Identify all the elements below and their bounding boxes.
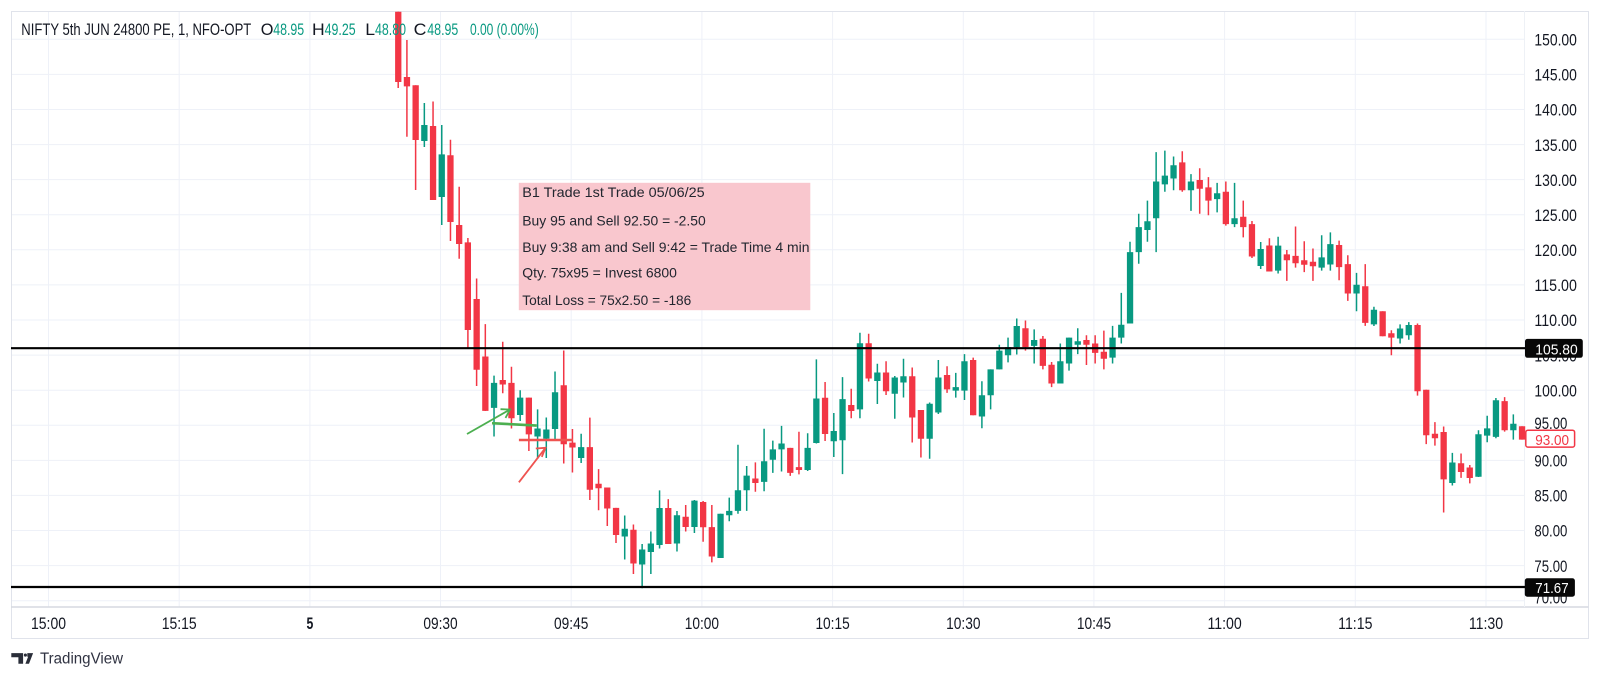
svg-text:48.95: 48.95	[273, 20, 304, 39]
svg-text:B1 Trade 1st Trade 05/06/25: B1 Trade 1st Trade 05/06/25	[522, 185, 704, 200]
svg-text:09:45: 09:45	[554, 614, 588, 633]
svg-text:0.00 (0.00%): 0.00 (0.00%)	[470, 20, 539, 39]
svg-text:Buy 95 and Sell 92.50 = -2.50: Buy 95 and Sell 92.50 = -2.50	[522, 213, 706, 228]
svg-text:NIFTY 5th JUN 24800 PE, 1, NFO: NIFTY 5th JUN 24800 PE, 1, NFO-OPT	[21, 20, 251, 39]
svg-text:Total Loss = 75x2.50 = -186: Total Loss = 75x2.50 = -186	[522, 293, 691, 308]
svg-text:93.00: 93.00	[1535, 432, 1569, 449]
svg-text:5: 5	[307, 614, 314, 633]
svg-text:145.00: 145.00	[1534, 66, 1577, 85]
svg-text:110.00: 110.00	[1534, 311, 1577, 330]
svg-text:90.00: 90.00	[1534, 452, 1567, 471]
svg-text:11:15: 11:15	[1338, 614, 1372, 633]
svg-text:10:15: 10:15	[815, 614, 849, 633]
svg-text:11:30: 11:30	[1469, 614, 1503, 633]
svg-text:71.67: 71.67	[1535, 580, 1568, 597]
svg-text:100.00: 100.00	[1534, 381, 1577, 400]
svg-text:48.95: 48.95	[427, 20, 458, 39]
svg-text:105.80: 105.80	[1535, 341, 1577, 358]
svg-text:140.00: 140.00	[1534, 101, 1577, 120]
svg-text:TradingView: TradingView	[40, 651, 124, 668]
svg-text:75.00: 75.00	[1534, 557, 1567, 576]
svg-text:135.00: 135.00	[1534, 136, 1577, 155]
svg-text:115.00: 115.00	[1534, 276, 1577, 295]
svg-text:10:00: 10:00	[685, 614, 719, 633]
svg-text:Buy 9:38 am and Sell 9:42 = Tr: Buy 9:38 am and Sell 9:42 = Trade Time 4…	[522, 240, 809, 255]
svg-text:48.80: 48.80	[375, 20, 406, 39]
svg-text:130.00: 130.00	[1534, 171, 1577, 190]
svg-text:09:30: 09:30	[423, 614, 457, 633]
svg-text:Qty. 75x95 = Invest 6800: Qty. 75x95 = Invest 6800	[522, 266, 677, 281]
svg-text:15:15: 15:15	[162, 614, 197, 633]
svg-text:125.00: 125.00	[1534, 206, 1577, 225]
svg-text:150.00: 150.00	[1534, 31, 1577, 50]
svg-text:49.25: 49.25	[325, 20, 356, 39]
svg-text:H: H	[312, 20, 325, 39]
svg-text:O: O	[261, 20, 274, 39]
svg-text:80.00: 80.00	[1534, 522, 1567, 541]
svg-text:10:30: 10:30	[946, 614, 980, 633]
svg-text:95.00: 95.00	[1534, 414, 1567, 433]
svg-text:C: C	[414, 20, 427, 39]
svg-text:L: L	[365, 20, 375, 39]
svg-text:15:00: 15:00	[31, 614, 66, 633]
svg-text:10:45: 10:45	[1077, 614, 1111, 633]
svg-text:120.00: 120.00	[1534, 241, 1577, 260]
svg-text:11:00: 11:00	[1207, 614, 1241, 633]
svg-text:85.00: 85.00	[1534, 487, 1567, 506]
